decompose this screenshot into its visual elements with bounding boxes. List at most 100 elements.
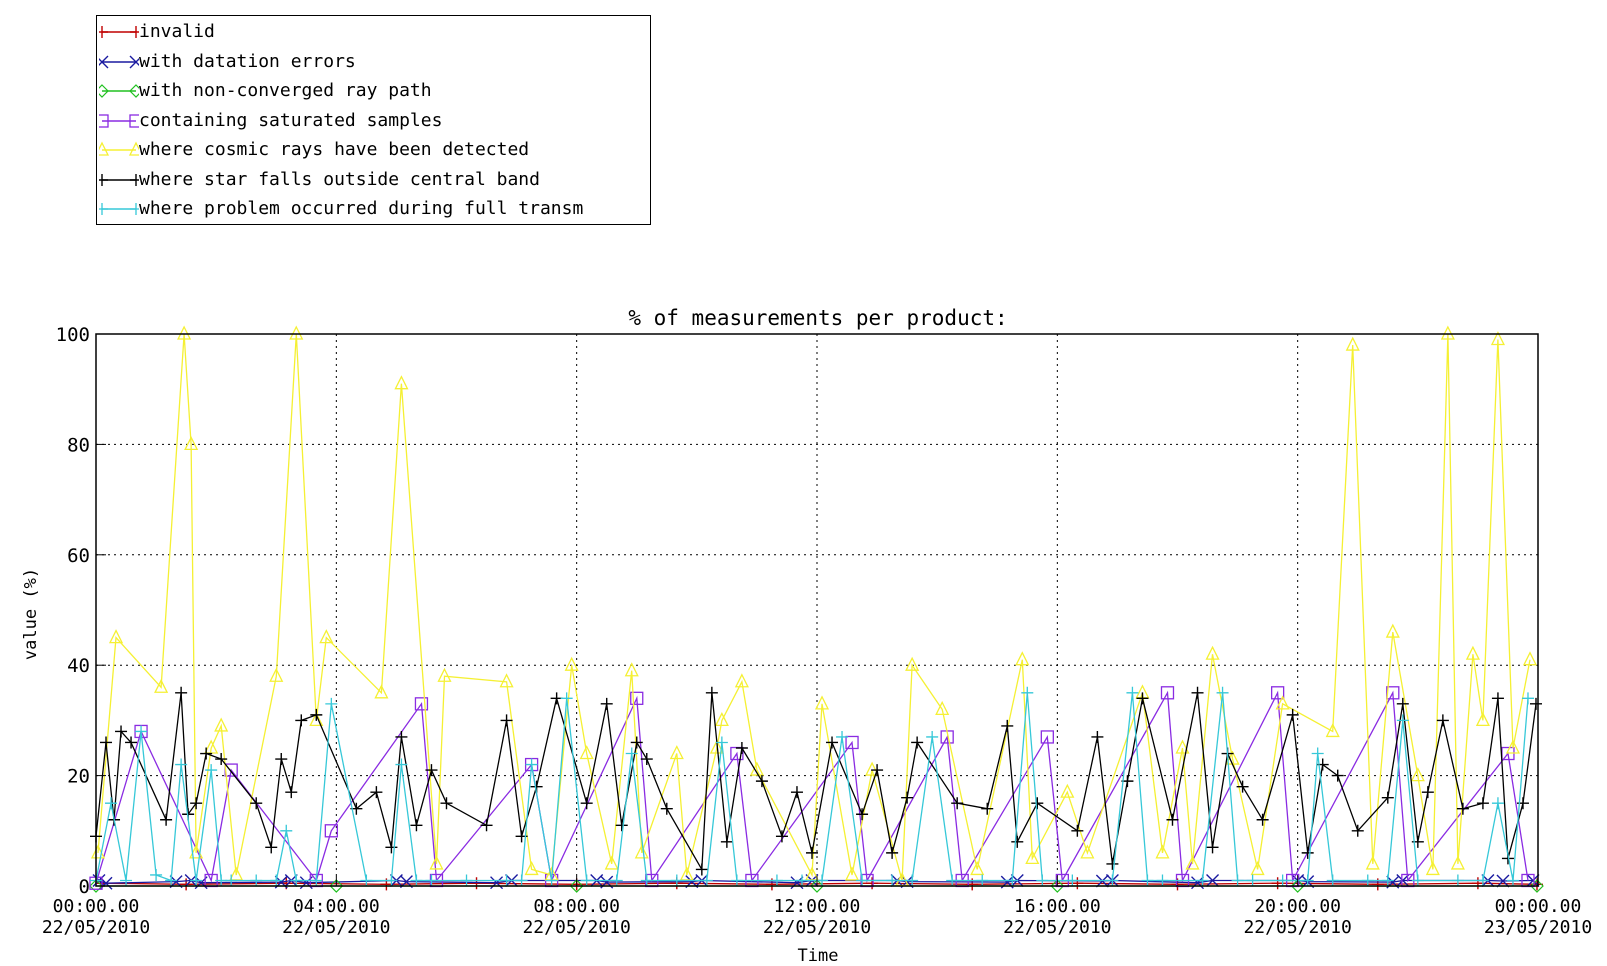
data-point (976, 874, 989, 887)
legend-label: with datation errors (139, 50, 356, 72)
chart-title: % of measurements per product: (628, 306, 1007, 330)
legend-label: where problem occurred during full trans… (139, 198, 584, 219)
data-point (270, 874, 283, 887)
data-point (1331, 769, 1344, 782)
data-point (1236, 780, 1249, 793)
legend-symbol (99, 55, 139, 68)
legend-marker (129, 84, 139, 98)
data-point (770, 874, 783, 887)
legend-entry: where problem occurred during full trans… (97, 194, 650, 224)
data-point (1325, 722, 1340, 738)
data-point (1396, 873, 1410, 887)
data-point (1231, 874, 1244, 887)
data-point (901, 791, 914, 804)
legend-marker (99, 173, 108, 186)
data-point (905, 656, 920, 671)
data-point (319, 629, 334, 644)
data-point (1471, 877, 1484, 890)
data-point (250, 874, 263, 887)
data-point (437, 667, 452, 682)
data-point (624, 662, 639, 677)
data-point (1521, 692, 1534, 705)
data-point (755, 775, 768, 788)
data-point (295, 714, 308, 727)
data-point (1036, 874, 1049, 887)
data-point (1411, 874, 1424, 887)
data-point (1436, 714, 1449, 727)
data-point (730, 874, 743, 887)
data-point (845, 735, 859, 750)
data-point (610, 874, 623, 887)
legend-entry: with non-converged ray path (97, 76, 650, 106)
data-point (1040, 730, 1054, 744)
data-point (734, 673, 749, 688)
data-point (205, 764, 218, 777)
axis-ticks: 02040608010000:00.0022/05/201004:00.0022… (42, 324, 1592, 938)
data-point (360, 874, 373, 887)
legend-marker (99, 141, 110, 156)
x-tick-time: 00:00.00 (53, 896, 140, 917)
series-4 (90, 325, 1538, 887)
data-point (425, 764, 438, 777)
data-point (1160, 686, 1175, 700)
data-point (1522, 651, 1538, 666)
data-point (981, 802, 994, 815)
data-point (1126, 686, 1139, 699)
data-point (1106, 874, 1119, 887)
series-line (95, 692, 1537, 872)
x-tick-date: 23/05/2010 (1484, 917, 1592, 938)
data-point (1491, 692, 1504, 705)
data-point (525, 758, 538, 771)
data-point (1490, 331, 1505, 346)
data-point (290, 874, 303, 887)
data-point (625, 747, 638, 760)
data-point (1301, 874, 1314, 887)
data-point (1155, 844, 1170, 859)
data-point (906, 874, 919, 887)
data-point (370, 786, 383, 799)
data-point (1071, 877, 1084, 890)
data-point (1526, 873, 1540, 887)
data-point (125, 736, 138, 749)
data-point (640, 753, 653, 766)
data-point (309, 711, 324, 727)
data-point (269, 667, 284, 682)
data-point (1066, 874, 1079, 887)
legend-entry: where star falls outside central band (97, 165, 650, 195)
data-point (1196, 874, 1209, 887)
data-point (545, 874, 558, 887)
data-point (1025, 849, 1040, 865)
data-point (1345, 336, 1360, 351)
data-point (1475, 711, 1490, 727)
data-point (1381, 791, 1394, 804)
data-point (1276, 874, 1289, 887)
legend-label: where star falls outside central band (139, 168, 540, 190)
data-point (569, 879, 584, 893)
data-point (275, 753, 288, 766)
data-point (1506, 874, 1519, 887)
legend-marker (128, 141, 139, 156)
x-tick-time: 04:00.00 (293, 896, 380, 917)
data-point (615, 819, 628, 832)
data-point (886, 846, 899, 859)
data-point (865, 761, 880, 776)
data-point (1206, 873, 1220, 887)
y-tick-label: 60 (67, 545, 90, 567)
data-point (926, 730, 939, 743)
data-point (160, 813, 173, 826)
data-point (150, 868, 163, 881)
legend-symbol (99, 26, 139, 38)
data-point (385, 841, 398, 854)
data-point (1015, 651, 1030, 666)
grid-lines (96, 334, 1538, 886)
data-point (394, 375, 409, 390)
data-point (1080, 844, 1095, 859)
data-point (470, 877, 483, 890)
data-point (709, 739, 724, 754)
data-point (1361, 874, 1374, 887)
data-point (105, 797, 118, 810)
data-point (225, 874, 238, 887)
data-point (1216, 686, 1229, 699)
y-tick-label: 0 (79, 876, 90, 898)
